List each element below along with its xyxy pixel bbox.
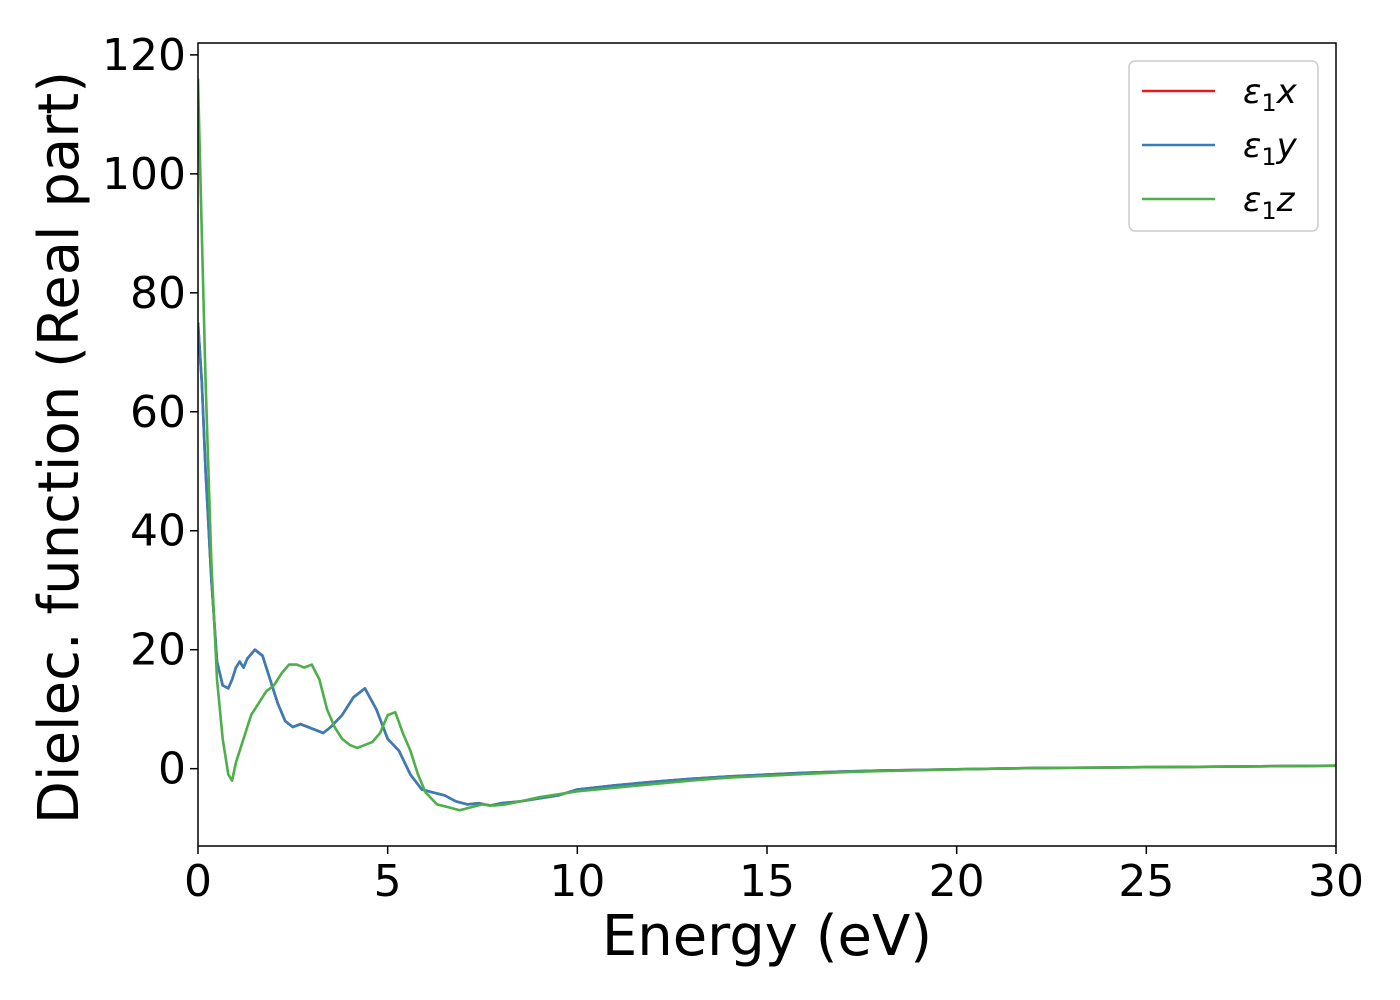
legend-label-y: ε1y [1243,126,1298,171]
legend-label-x: ε1x [1243,72,1298,117]
x-axis-title: Energy (eV) [602,904,932,969]
legend: ε1x ε1y ε1z [1128,60,1319,232]
y-tick-label: 0 [158,744,186,795]
legend-label-z: ε1z [1243,180,1296,225]
series-line-z [198,78,1336,812]
series-line-x [198,322,1336,807]
x-tick-label: 10 [549,856,605,907]
x-tick-label: 15 [739,856,795,907]
x-tick-label: 0 [184,856,212,907]
series-layer [198,78,1336,812]
x-tick-label: 25 [1118,856,1174,907]
series-line-y [198,322,1336,807]
x-tick-label: 5 [374,856,402,907]
y-tick-label: 60 [130,387,186,438]
x-tick-label: 20 [929,856,985,907]
y-tick-label: 80 [130,268,186,319]
y-axis-title: Dielec. function (Real part) [27,71,92,824]
x-tick-label: 30 [1308,856,1364,907]
y-tick-label: 120 [102,30,186,81]
y-tick-label: 100 [102,149,186,200]
ticks-layer: 0 5 10 15 20 25 30 0 20 40 60 80 100 120 [102,30,1364,907]
legend-box [1128,60,1319,232]
y-tick-label: 20 [130,625,186,676]
y-tick-label: 40 [130,506,186,557]
